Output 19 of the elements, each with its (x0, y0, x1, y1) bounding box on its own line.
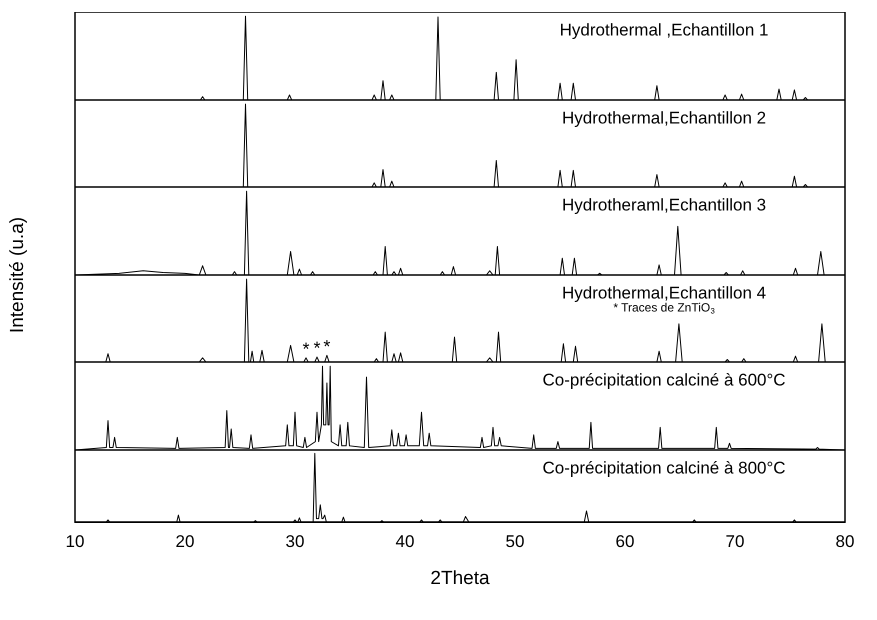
x-tick-label: 60 (616, 532, 634, 551)
annotation: Co-précipitation calciné à 600°C (542, 370, 786, 390)
annotation: Hydrothermal,Echantillon 2 (562, 108, 766, 128)
annotation: Co-précipitation calciné à 800°C (542, 458, 786, 478)
x-tick-label: 20 (176, 532, 194, 551)
x-tick-label: 80 (836, 532, 854, 551)
x-tick-label: 10 (66, 532, 84, 551)
x-tick-label: 70 (726, 532, 744, 551)
x-tick-label: 40 (396, 532, 414, 551)
x-axis-title: 2Theta (430, 568, 490, 589)
x-tick-label: 30 (286, 532, 304, 551)
annotation: Hydrotheraml,Echantillon 3 (562, 196, 766, 215)
annotation: Hydrothermal ,Echantillon 1 (560, 20, 768, 40)
x-tick-label: 50 (506, 532, 524, 551)
annotation: * (302, 338, 310, 359)
annotation: Hydrothermal,Echantillon 4 (562, 284, 766, 303)
y-axis-title: Intensité (u.a) (7, 216, 29, 334)
annotation: * (313, 338, 321, 358)
annotation: * (323, 336, 330, 356)
